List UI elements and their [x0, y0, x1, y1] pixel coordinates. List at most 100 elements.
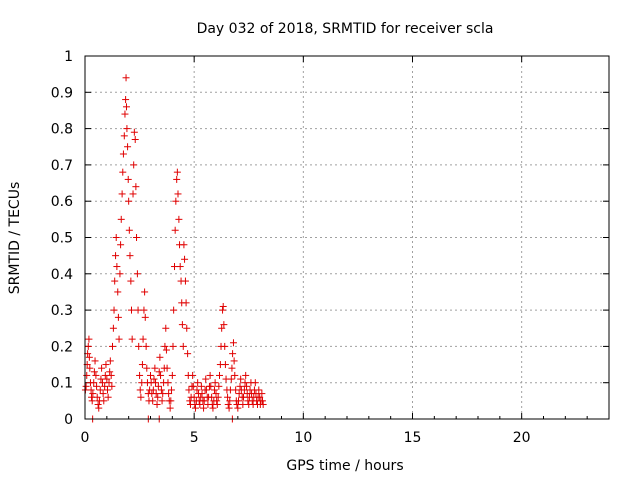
- data-point: [102, 361, 110, 369]
- data-point: [215, 382, 223, 390]
- data-point: [119, 150, 127, 158]
- data-point: [200, 397, 208, 405]
- x-tick-label: 5: [190, 430, 199, 446]
- data-point: [124, 143, 132, 151]
- data-point: [108, 382, 116, 390]
- data-point: [106, 357, 114, 365]
- data-point: [126, 252, 134, 260]
- data-point: [181, 277, 189, 285]
- data-point: [149, 386, 157, 394]
- y-tick-label: 0.4: [51, 267, 73, 283]
- data-point: [119, 168, 127, 176]
- data-point: [165, 390, 173, 398]
- chart-title: Day 032 of 2018, SRMTID for receiver scl…: [197, 21, 494, 37]
- data-point: [157, 386, 165, 394]
- data-point: [104, 393, 112, 401]
- data-point: [122, 96, 130, 104]
- data-point: [112, 252, 120, 260]
- data-point: [167, 397, 175, 405]
- data-point: [220, 321, 228, 329]
- data-point: [115, 335, 123, 343]
- data-point: [94, 400, 102, 408]
- data-point: [214, 393, 222, 401]
- data-point: [215, 371, 223, 379]
- data-point: [97, 375, 105, 383]
- data-point: [213, 400, 221, 408]
- data-point: [213, 397, 221, 405]
- data-point: [186, 397, 194, 405]
- data-point: [129, 190, 137, 198]
- data-point: [135, 342, 143, 350]
- data-point: [202, 375, 210, 383]
- data-point: [85, 353, 93, 361]
- data-point: [130, 161, 138, 169]
- data-point: [207, 382, 215, 390]
- data-point: [242, 371, 250, 379]
- data-points: [81, 74, 267, 423]
- data-point: [243, 382, 251, 390]
- data-point: [221, 361, 229, 369]
- data-point: [225, 404, 233, 412]
- data-point: [218, 324, 226, 332]
- data-point: [175, 215, 183, 223]
- data-point: [121, 110, 129, 118]
- data-point: [118, 190, 126, 198]
- data-point: [163, 364, 171, 372]
- data-point: [166, 404, 174, 412]
- data-point: [155, 368, 163, 376]
- data-point: [159, 390, 167, 398]
- data-point: [210, 386, 218, 394]
- data-point: [90, 368, 98, 376]
- x-tick-label: 10: [294, 430, 312, 446]
- data-point: [99, 390, 107, 398]
- data-point: [228, 364, 236, 372]
- data-point: [154, 382, 162, 390]
- data-point: [131, 135, 139, 143]
- data-point: [224, 400, 232, 408]
- data-point: [113, 263, 121, 271]
- data-point: [103, 386, 111, 394]
- data-point: [197, 393, 205, 401]
- data-point: [171, 226, 179, 234]
- data-point: [128, 335, 136, 343]
- data-point: [142, 342, 150, 350]
- data-point: [92, 371, 100, 379]
- data-point: [256, 393, 264, 401]
- data-point: [154, 393, 162, 401]
- x-tick-label: 20: [513, 430, 531, 446]
- data-point: [84, 342, 92, 350]
- data-point: [127, 277, 135, 285]
- data-point: [170, 306, 178, 314]
- data-point: [85, 335, 93, 343]
- data-point: [174, 190, 182, 198]
- data-point: [98, 364, 106, 372]
- data-point: [211, 379, 219, 387]
- data-point: [209, 404, 217, 412]
- data-point: [109, 342, 117, 350]
- y-tick-label: 0.7: [51, 158, 73, 174]
- data-point: [241, 379, 249, 387]
- data-point: [190, 393, 198, 401]
- data-point: [183, 324, 191, 332]
- data-point: [134, 306, 142, 314]
- data-point: [122, 103, 130, 111]
- data-point: [151, 364, 159, 372]
- data-point: [93, 393, 101, 401]
- y-axis-title: SRMTID / TECUs: [7, 182, 23, 295]
- data-point: [185, 386, 193, 394]
- x-tick-label: 15: [404, 430, 422, 446]
- y-tick-label: 0.6: [51, 194, 73, 210]
- data-point: [100, 397, 108, 405]
- data-point: [167, 386, 175, 394]
- data-point: [234, 397, 242, 405]
- data-point: [111, 277, 119, 285]
- data-point: [107, 371, 115, 379]
- data-point: [110, 306, 118, 314]
- data-point: [240, 393, 248, 401]
- data-point: [229, 339, 237, 347]
- data-point: [132, 183, 140, 191]
- data-point: [120, 132, 128, 140]
- data-point: [194, 379, 202, 387]
- data-point: [114, 288, 122, 296]
